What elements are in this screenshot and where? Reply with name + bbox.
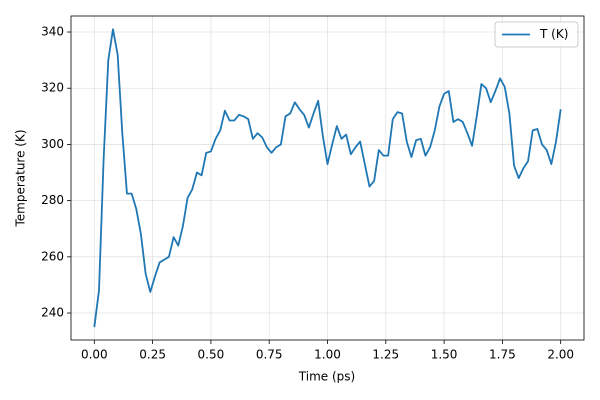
x-tick-label: 1.50: [431, 348, 458, 362]
legend-box: [494, 21, 579, 48]
x-tick-label: 2.00: [547, 348, 574, 362]
y-tick-label: 340: [41, 25, 64, 39]
y-tick-label: 260: [41, 249, 64, 263]
y-tick-label: 300: [41, 137, 64, 151]
x-tick-label: 0.75: [256, 348, 283, 362]
y-axis-label: Temperature (K): [14, 129, 28, 227]
y-tick-label: 320: [41, 81, 64, 95]
x-tick-label: 1.00: [314, 348, 341, 362]
x-axis-label: Time (ps): [298, 370, 355, 384]
x-tick-label: 1.25: [372, 348, 399, 362]
x-tick-label: 0.25: [139, 348, 166, 362]
y-tick-label: 280: [41, 193, 64, 207]
y-tick-label: 240: [41, 306, 64, 320]
x-tick-label: 0.00: [81, 348, 108, 362]
x-tick-label: 1.75: [489, 348, 516, 362]
x-tick-label: 0.50: [198, 348, 225, 362]
data-line: [93, 28, 562, 328]
legend-label: T (K): [539, 27, 568, 41]
plot-frame: [70, 15, 585, 341]
